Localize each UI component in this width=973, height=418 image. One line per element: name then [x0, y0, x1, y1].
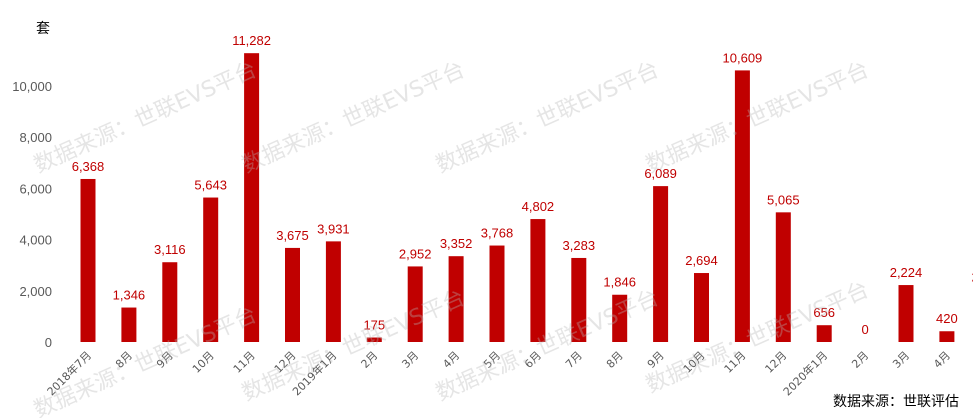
bar	[571, 257, 587, 342]
bar	[694, 273, 709, 342]
x-tick-label: 2020年1月	[780, 348, 830, 398]
data-label: 3,931	[317, 221, 350, 236]
x-tick-label: 2月	[359, 349, 381, 371]
data-label: 1,346	[113, 288, 146, 303]
x-tick-label: 3月	[890, 349, 912, 371]
bar	[80, 178, 96, 342]
data-label: 2,694	[685, 253, 718, 268]
bar	[612, 294, 628, 342]
y-tick-label: 10,000	[12, 79, 52, 94]
x-tick-label: 10月	[681, 349, 708, 376]
bar	[162, 262, 178, 342]
x-tick-label: 4月	[440, 349, 462, 371]
y-axis-unit-label: 套	[36, 21, 50, 37]
data-label: 11,282	[232, 33, 271, 48]
x-tick-label: 8月	[113, 349, 135, 371]
data-labels-group: 6,368 1,346 3,116 5,643 11,282 3,675 3,931 175 2…	[72, 33, 973, 337]
data-label: 5,065	[767, 192, 800, 207]
y-tick-label: 2,000	[19, 284, 52, 299]
y-tick-label: 4,000	[19, 233, 52, 248]
x-tick-label: 12月	[272, 349, 299, 376]
data-label: 0	[861, 322, 868, 337]
bar	[653, 186, 669, 342]
x-tick-label: 8月	[604, 349, 626, 371]
x-tick-label: 2019年1月	[289, 348, 339, 398]
bar	[244, 53, 260, 343]
x-tick-label: 6月	[522, 349, 544, 371]
data-label: 3,768	[481, 226, 514, 241]
x-tick-label: 3月	[399, 349, 421, 371]
data-label: 5,643	[194, 178, 227, 193]
data-label: 175	[363, 318, 385, 333]
data-label: 656	[813, 305, 835, 320]
x-tick-label: 11月	[231, 349, 258, 376]
data-label: 6,368	[72, 159, 105, 174]
data-label: 2,224	[890, 265, 923, 280]
data-label: 3,283	[563, 238, 596, 253]
bar	[898, 285, 914, 342]
bar	[285, 247, 300, 342]
bars-group	[80, 53, 955, 343]
bar	[530, 219, 546, 342]
x-tick-label: 2018年7月	[44, 348, 94, 398]
bar	[325, 241, 341, 342]
x-tick-label: 11月	[722, 349, 749, 376]
data-source-label: 数据来源：世联评估	[833, 394, 959, 410]
data-label: 4,802	[522, 199, 555, 214]
x-tick-label: 9月	[154, 349, 176, 371]
data-label: 6,089	[644, 166, 677, 181]
x-tick-label: 10月	[190, 349, 217, 376]
data-label: 10,609	[723, 50, 763, 65]
x-tick-label: 4月	[931, 349, 953, 371]
bar	[203, 197, 219, 342]
bar	[407, 266, 423, 342]
bar	[121, 307, 137, 342]
bar	[939, 331, 955, 342]
x-tick-label: 7月	[563, 349, 585, 371]
data-label: 3,352	[440, 236, 473, 251]
bar	[448, 256, 464, 342]
x-tick-label: 12月	[763, 349, 790, 376]
y-tick-label: 8,000	[19, 130, 52, 145]
x-tick-label: 2月	[849, 349, 871, 371]
y-axis-ticks: 0 2,000 4,000 6,000 8,000 10,000	[12, 79, 52, 350]
bar	[816, 325, 832, 342]
bar	[366, 337, 382, 342]
data-label: 2,952	[399, 246, 432, 261]
x-tick-label: 5月	[481, 349, 503, 371]
bar	[489, 245, 505, 342]
y-tick-label: 0	[45, 335, 52, 350]
data-label: 420	[936, 311, 958, 326]
y-tick-label: 6,000	[19, 181, 52, 196]
x-tick-label: 9月	[645, 349, 667, 371]
data-label: 3,116	[154, 242, 186, 257]
data-label: 3,675	[276, 228, 309, 243]
data-label: 2,046	[972, 270, 973, 285]
bar	[775, 212, 791, 342]
data-label: 1,846	[603, 275, 636, 290]
bar	[734, 70, 750, 342]
